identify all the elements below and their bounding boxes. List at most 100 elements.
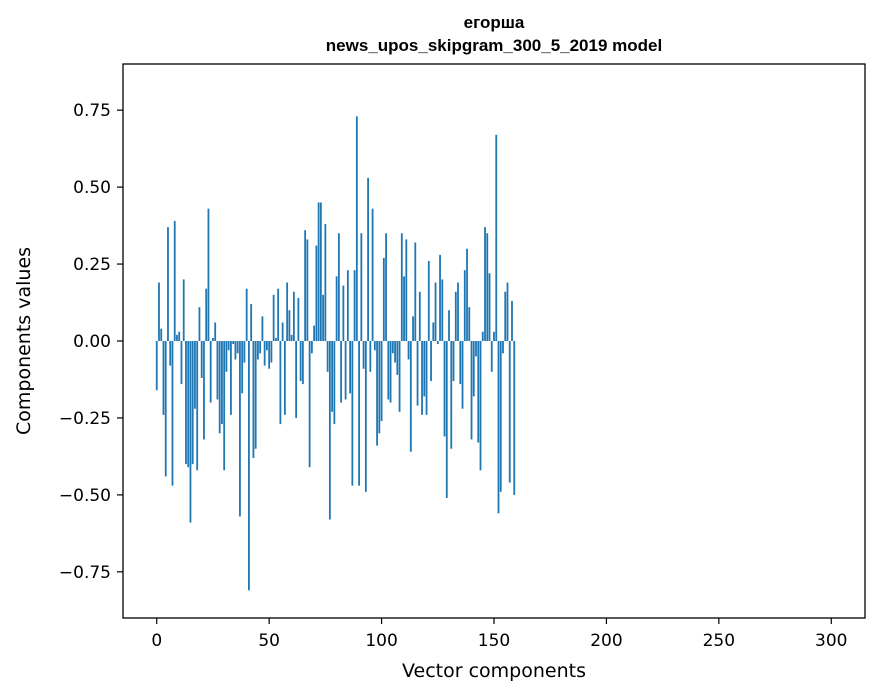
bar	[254, 341, 257, 449]
bar	[209, 341, 212, 403]
bar	[207, 208, 210, 341]
bar	[493, 331, 495, 341]
bar	[331, 341, 334, 412]
bar	[232, 341, 235, 345]
bar	[412, 316, 414, 341]
bar	[369, 341, 372, 372]
bar	[263, 341, 266, 366]
x-tick-label: 200	[590, 631, 622, 651]
plot-frame	[122, 63, 866, 619]
x-tick-label: 150	[478, 631, 510, 651]
bar	[376, 341, 378, 446]
bar	[248, 341, 250, 591]
y-tick-label: 0.50	[73, 178, 111, 198]
bar	[322, 294, 325, 341]
bar	[221, 341, 223, 425]
bar	[279, 341, 282, 425]
bar	[324, 224, 327, 341]
y-tick-label: 0.75	[73, 101, 111, 121]
bar	[423, 341, 426, 397]
y-axis-ticks: −0.75 −0.50 −0.25 0.00 0.25 0.50 0.75	[59, 101, 123, 583]
bar	[344, 341, 347, 400]
bar	[270, 341, 273, 363]
bar	[328, 341, 331, 520]
bar	[299, 341, 302, 382]
y-tick-label: −0.75	[59, 563, 111, 583]
bar	[234, 341, 237, 360]
bar	[315, 245, 318, 341]
bar	[425, 341, 428, 415]
x-tick-label: 300	[815, 631, 847, 651]
bar	[223, 341, 226, 471]
x-tick-label: 0	[151, 631, 162, 651]
bar	[189, 341, 192, 523]
bar	[488, 273, 491, 341]
bar	[191, 341, 194, 465]
chart-title-line2: news_upos_skipgram_300_5_2019 model	[326, 36, 662, 55]
bar	[257, 341, 259, 360]
bar	[486, 233, 489, 341]
chart-title: егорша news_upos_skipgram_300_5_2019 mod…	[326, 13, 662, 55]
bar-series	[155, 116, 516, 591]
bar	[245, 288, 248, 341]
bar	[176, 334, 178, 341]
bar	[454, 291, 457, 341]
bar	[367, 177, 369, 341]
bar	[495, 134, 498, 341]
bar	[301, 341, 304, 385]
bar	[283, 341, 286, 415]
bar	[506, 282, 509, 341]
bar	[459, 341, 462, 385]
bar	[292, 291, 295, 341]
bar	[427, 260, 430, 341]
bar	[387, 341, 390, 400]
bar	[468, 307, 471, 341]
bar	[504, 291, 507, 341]
bar	[416, 341, 419, 406]
bar	[214, 322, 217, 341]
bar	[310, 341, 313, 354]
bar	[398, 341, 401, 412]
bar	[430, 341, 432, 382]
bar	[326, 341, 329, 372]
bar	[499, 341, 502, 492]
bar	[360, 233, 363, 341]
bar	[448, 310, 450, 341]
bar	[351, 341, 354, 486]
bar	[391, 341, 394, 354]
bar	[439, 254, 441, 341]
bar	[380, 341, 383, 422]
bar	[268, 341, 271, 369]
bar	[171, 341, 174, 486]
bar	[155, 341, 158, 391]
bar	[403, 276, 405, 341]
x-tick-label: 100	[365, 631, 397, 651]
bar	[445, 341, 448, 498]
bar	[227, 341, 230, 351]
bar	[306, 239, 309, 341]
bar	[362, 341, 365, 369]
bar	[452, 341, 455, 382]
bar	[313, 325, 316, 341]
bar	[158, 282, 160, 341]
bar	[337, 233, 340, 341]
bar	[378, 341, 381, 434]
bar	[409, 341, 412, 452]
bar	[196, 341, 199, 471]
bar	[340, 341, 342, 403]
bar	[470, 341, 473, 440]
bar	[230, 341, 232, 415]
bar	[432, 322, 435, 341]
chart-title-line1: егорша	[464, 13, 525, 32]
bar	[281, 322, 284, 341]
bar	[275, 337, 277, 341]
x-tick-label: 50	[258, 631, 280, 651]
bar	[421, 341, 423, 415]
bar	[225, 341, 228, 372]
bar	[185, 341, 187, 465]
bar	[241, 341, 244, 394]
bar	[266, 341, 268, 351]
bar	[216, 341, 219, 400]
bar	[479, 341, 482, 471]
bar	[169, 341, 172, 366]
